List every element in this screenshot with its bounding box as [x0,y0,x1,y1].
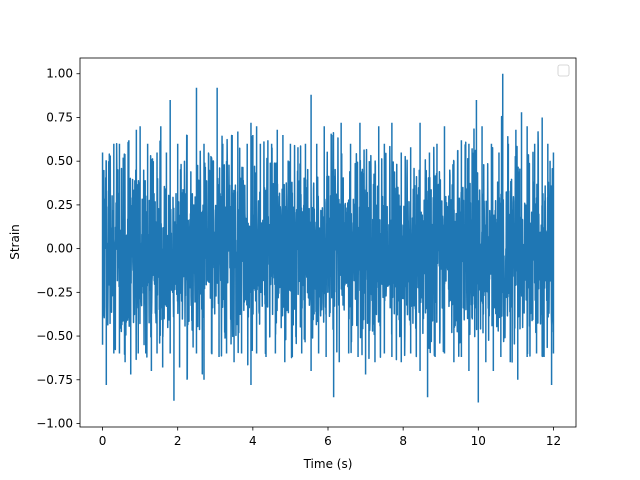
x-axis-label: Time (s) [303,457,353,471]
strain-series-line [101,73,555,403]
x-tick-label: 8 [399,434,407,448]
y-tick-label: 0.75 [46,110,73,124]
y-tick-label: −1.00 [36,417,73,431]
y-tick-label: 0.50 [46,154,73,168]
x-tick-label: 6 [324,434,332,448]
x-tick-label: 0 [99,434,107,448]
y-tick-label: −0.25 [36,285,73,299]
y-axis-ticks: −1.00 −0.75 −0.50 −0.25 0.00 0.25 0.50 0.75 1.00 [36,67,80,431]
x-axis-ticks: 0 2 4 6 8 10 12 [99,427,561,448]
x-tick-label: 12 [546,434,561,448]
y-tick-label: −0.50 [36,329,73,343]
series-layer [101,73,555,403]
y-tick-label: 0.25 [46,198,73,212]
y-tick-label: 1.00 [46,67,73,81]
legend-box [557,64,570,77]
x-tick-label: 10 [471,434,486,448]
y-axis-label: Strain [8,224,22,260]
y-tick-label: −0.75 [36,373,73,387]
y-tick-label: 0.00 [46,242,73,256]
x-tick-label: 4 [249,434,257,448]
x-tick-label: 2 [174,434,182,448]
